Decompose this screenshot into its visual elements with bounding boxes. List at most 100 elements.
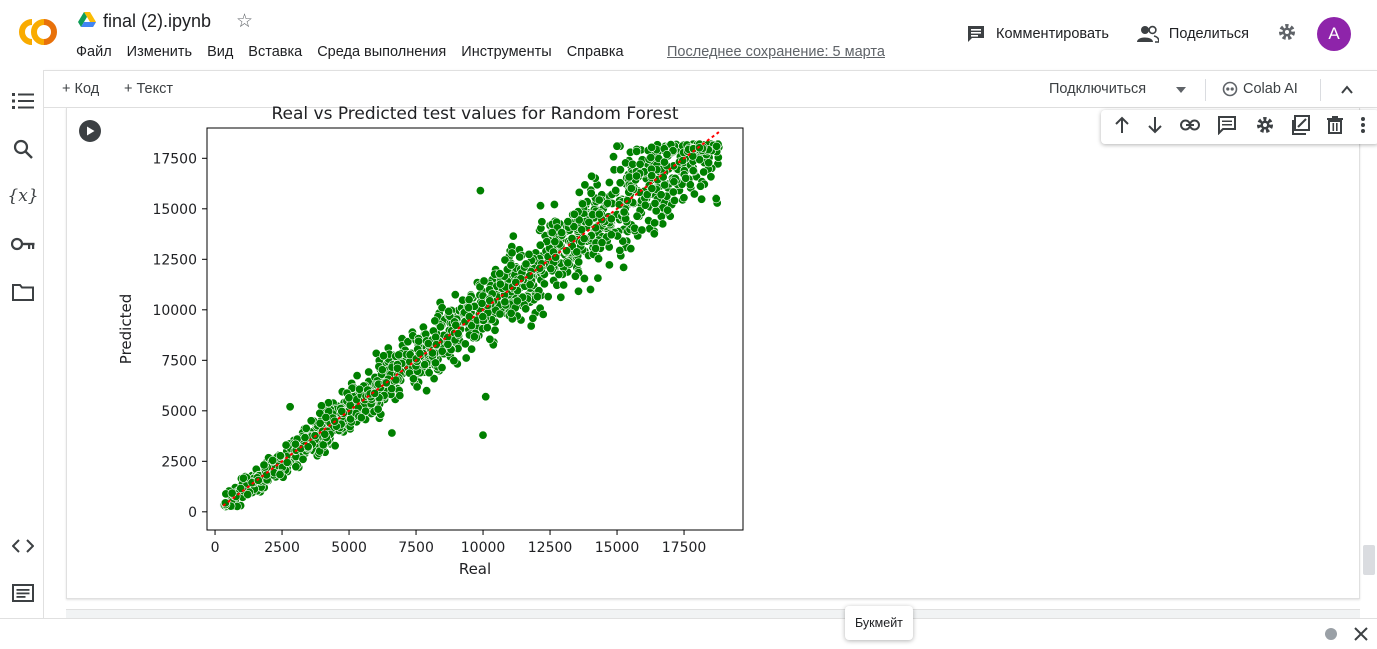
scatter-point xyxy=(528,313,538,323)
scatter-point xyxy=(427,348,437,358)
scatter-point xyxy=(238,473,248,483)
scatter-point xyxy=(626,244,636,254)
scatter-point xyxy=(697,194,707,204)
colab-logo[interactable] xyxy=(14,14,62,50)
scatter-point xyxy=(321,412,331,422)
tooltip: Букмейт xyxy=(845,606,913,640)
avatar[interactable]: A xyxy=(1317,17,1351,51)
terminal-icon[interactable] xyxy=(11,581,35,605)
scatter-point xyxy=(525,280,535,290)
scatter-point xyxy=(435,322,445,332)
menu-tools[interactable]: Инструменты xyxy=(461,44,552,60)
scatter-point xyxy=(535,240,545,250)
add-code-button[interactable]: + Код xyxy=(62,81,100,97)
scatter-point xyxy=(532,292,542,302)
close-icon[interactable] xyxy=(1354,627,1368,646)
scatter-point xyxy=(387,428,397,438)
scatter-point xyxy=(572,247,582,257)
toc-icon[interactable] xyxy=(11,89,35,113)
toolbar-divider xyxy=(1205,79,1206,101)
scatter-point xyxy=(370,388,380,398)
menu-edit[interactable]: Изменить xyxy=(126,44,193,60)
scatter-point xyxy=(409,374,419,384)
add-text-button[interactable]: + Текст xyxy=(124,81,174,97)
link-icon[interactable] xyxy=(1180,118,1201,136)
scatter-point xyxy=(227,488,237,498)
menu-help[interactable]: Справка xyxy=(566,44,624,60)
settings-button[interactable] xyxy=(1277,22,1297,47)
scatter-point xyxy=(647,184,657,194)
gear-icon[interactable] xyxy=(1255,115,1275,140)
x-tick-label: 10000 xyxy=(461,540,506,556)
trash-icon[interactable] xyxy=(1327,115,1344,139)
scatter-point xyxy=(356,413,366,423)
scatter-point xyxy=(387,384,397,394)
scatter-point xyxy=(628,159,638,169)
share-label: Поделиться xyxy=(1168,26,1249,42)
code-cell[interactable]: Real vs Predicted test values for Random… xyxy=(66,104,1377,599)
x-tick-label: 12500 xyxy=(528,540,573,556)
scatter-point xyxy=(377,365,387,375)
menu-view[interactable]: Вид xyxy=(207,44,234,60)
top-bar: final (2).ipynb ☆ Файл Изменить Вид Вста… xyxy=(0,0,1377,70)
run-cell-button[interactable] xyxy=(79,120,101,142)
scatter-point xyxy=(646,152,656,162)
drive-icon[interactable] xyxy=(78,12,96,28)
scatter-point xyxy=(477,298,487,308)
scatter-point xyxy=(593,273,603,283)
scatter-point xyxy=(512,296,522,306)
scatter-point xyxy=(330,441,340,451)
scatter-point xyxy=(500,255,510,265)
scatter-point xyxy=(429,374,439,384)
star-icon[interactable]: ☆ xyxy=(236,11,254,32)
scatter-point xyxy=(412,382,422,392)
colab-ai-button[interactable]: Colab AI xyxy=(1222,81,1298,97)
arrow-up-icon[interactable] xyxy=(1114,116,1130,139)
scatter-point xyxy=(391,375,401,385)
scatter-point xyxy=(379,351,389,361)
scatter-point xyxy=(303,442,313,452)
scatter-point xyxy=(586,188,596,198)
connect-dropdown-icon[interactable] xyxy=(1175,83,1187,101)
scatter-point xyxy=(615,178,625,188)
scatter-point xyxy=(482,323,492,333)
share-button[interactable]: Поделиться xyxy=(1136,25,1249,43)
last-save-link[interactable]: Последнее сохранение: 5 марта xyxy=(667,44,885,60)
scatter-point xyxy=(259,460,269,470)
scatter-point xyxy=(647,171,657,181)
connect-button[interactable]: Подключиться xyxy=(1049,81,1147,97)
comment-button[interactable]: Комментировать xyxy=(966,24,1109,44)
scatter-point xyxy=(632,146,642,156)
scatter-point xyxy=(662,149,672,159)
menu-runtime[interactable]: Среда выполнения xyxy=(317,44,447,60)
scatter-point xyxy=(624,172,634,182)
scatter-point xyxy=(298,454,308,464)
scrollbar-thumb[interactable] xyxy=(1363,545,1375,575)
scatter-point xyxy=(537,217,547,227)
notebook-title[interactable]: final (2).ipynb xyxy=(103,11,212,31)
scatter-point xyxy=(355,384,365,394)
menu-insert[interactable]: Вставка xyxy=(248,44,303,60)
more-vert-icon[interactable] xyxy=(1360,116,1366,139)
scatter-point xyxy=(668,187,678,197)
scatter-point xyxy=(608,152,618,162)
menu-file[interactable]: Файл xyxy=(76,44,112,60)
scatter-point xyxy=(451,320,461,330)
variables-icon[interactable]: {𝑥} xyxy=(7,186,39,206)
scatter-point xyxy=(650,218,660,228)
key-icon[interactable] xyxy=(11,232,35,256)
collapse-header-icon[interactable] xyxy=(1340,83,1354,102)
code-snippets-icon[interactable] xyxy=(11,534,35,558)
mirror-cell-icon[interactable] xyxy=(1291,114,1310,140)
arrow-down-icon[interactable] xyxy=(1147,116,1163,139)
scatter-point xyxy=(706,172,716,182)
scatter-point xyxy=(570,271,580,281)
scatter-point xyxy=(495,269,505,279)
scatter-point xyxy=(444,306,454,316)
scatter-point xyxy=(663,205,673,215)
search-icon[interactable] xyxy=(11,137,35,161)
header-actions: Комментировать Поделиться A xyxy=(966,14,1377,54)
scatter-point xyxy=(591,244,601,254)
comment-icon[interactable] xyxy=(1217,115,1237,140)
folder-icon[interactable] xyxy=(11,280,35,304)
